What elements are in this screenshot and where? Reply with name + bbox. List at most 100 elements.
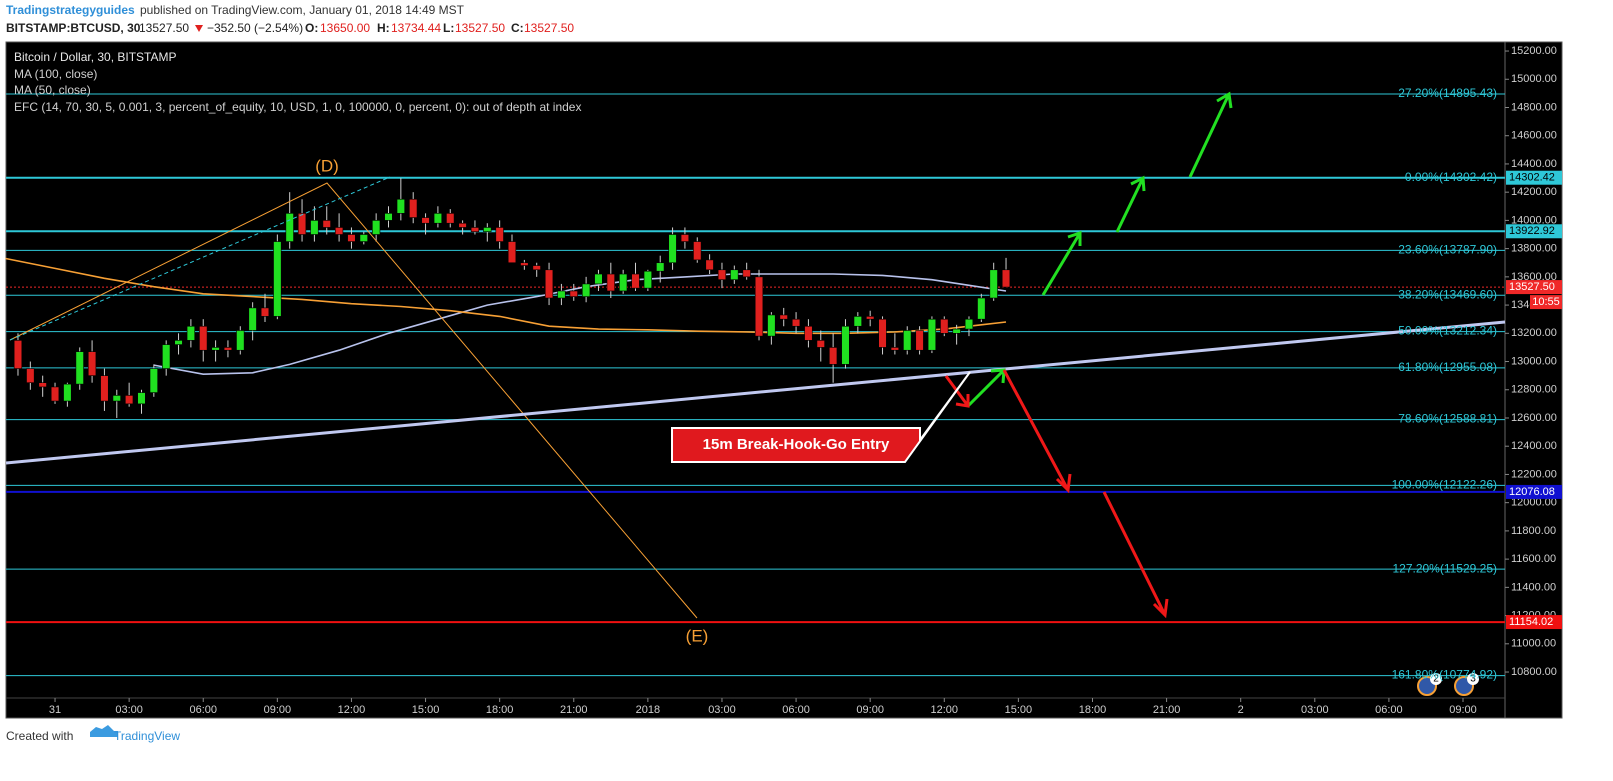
y-tick-label: 14800.00 [1511, 101, 1557, 113]
candle-body [619, 273, 628, 292]
candle-body [310, 220, 319, 235]
candle-body [137, 392, 146, 405]
chart-area [5, 41, 1563, 719]
fib-label: 38.20%(13469.60) [1398, 287, 1497, 301]
y-tick-label: 13600.00 [1511, 271, 1557, 283]
candle-body [260, 307, 270, 317]
legend: Bitcoin / Dollar, 30, BITSTAMP MA (100, … [14, 50, 581, 114]
candle-body [606, 273, 615, 292]
candle-body [174, 340, 183, 345]
candle-body [964, 318, 974, 330]
x-tick-label: 12:00 [338, 704, 366, 716]
fib-label: 61.80%(12955.08) [1398, 360, 1497, 374]
candle-body [347, 234, 356, 242]
candle-body [866, 316, 875, 320]
last-price: 13527.50 [139, 21, 189, 35]
x-tick-label: 15:00 [412, 704, 440, 716]
candle-body [87, 351, 97, 376]
price-badge [1506, 615, 1562, 630]
fib-label: 0.00%(14302.42) [1405, 170, 1497, 184]
candle-body [754, 276, 764, 337]
legend-entry: MA (100, close) [14, 67, 97, 81]
c-value: 13527.50 [524, 21, 574, 35]
countdown-badge [1530, 295, 1562, 310]
o-value: 13650.00 [320, 21, 370, 35]
ma-line [5, 257, 1007, 335]
candle-body [569, 290, 578, 297]
symbol: BITSTAMP:BTCUSD, 30 [6, 21, 141, 35]
candle-body [643, 270, 652, 289]
o-label: O: [305, 21, 318, 35]
candle-body [236, 330, 245, 351]
wave-e: (E) [686, 626, 709, 645]
price-badge [1506, 170, 1562, 185]
x-tick-label: 12:00 [931, 704, 959, 716]
candle-body [1001, 269, 1011, 288]
candle-body [890, 347, 900, 351]
fib-label: 50.00%(13212.34) [1398, 324, 1497, 338]
indicator-note: EFC (14, 70, 30, 5, 0.001, 3, percent_of… [14, 100, 581, 114]
candle-body [656, 262, 665, 272]
price-badge [1506, 484, 1562, 499]
candle-body [297, 213, 307, 235]
candle-body [520, 262, 529, 266]
candle-body [828, 347, 838, 365]
x-tick-label: 06:00 [189, 704, 217, 716]
candle-body [211, 347, 220, 351]
y-tick-label: 14200.00 [1511, 186, 1557, 198]
candle-body [483, 227, 492, 232]
candle-body [223, 347, 233, 351]
candle-body [903, 330, 912, 351]
fib-label: -27.20%(14895.43) [1394, 86, 1497, 100]
candle-body [100, 375, 109, 402]
pattern-line [9, 182, 698, 619]
y-tick-label: 15200.00 [1511, 45, 1557, 57]
x-tick-label: 18:00 [1079, 704, 1107, 716]
candle-body [13, 340, 23, 369]
y-tick-label: 14600.00 [1511, 130, 1557, 142]
price-badge-label: 13922.92 [1509, 225, 1555, 237]
candle-body [581, 283, 591, 297]
candle-body [631, 273, 640, 289]
arrow [1102, 491, 1169, 619]
candle-body [334, 227, 344, 235]
candle-body [359, 234, 368, 242]
x-tick-label: 2 [1238, 704, 1244, 716]
x-tick-label: 15:00 [1005, 704, 1033, 716]
y-tick-label: 11800.00 [1511, 525, 1556, 537]
candle-body [791, 318, 801, 327]
candle-body [915, 330, 924, 351]
candle-body [458, 222, 467, 228]
x-tick-label: 21:00 [560, 704, 588, 716]
fib-label: 23.60%(13787.90) [1398, 243, 1497, 257]
candle-body [952, 328, 961, 334]
candle-body [816, 340, 825, 348]
event-count-bg [1467, 673, 1479, 685]
candle-body [977, 297, 986, 320]
candle-body [668, 234, 677, 264]
y-tick-label: 12600.00 [1511, 412, 1557, 424]
l-value: 13527.50 [455, 21, 505, 35]
candle-body [372, 220, 381, 235]
author[interactable]: Tradingstrategyguides [6, 3, 135, 17]
x-tick-label: 18:00 [486, 704, 514, 716]
c-label: C: [511, 21, 524, 35]
candle-body [409, 198, 418, 218]
published: published on TradingView.com, January 01… [140, 3, 465, 17]
candle-body [693, 241, 702, 261]
arrow [1041, 230, 1082, 296]
y-tick-label: 12000.00 [1511, 497, 1557, 509]
brand[interactable]: TradingView [114, 729, 180, 743]
candle-body [75, 351, 84, 385]
h-value: 13734.44 [391, 21, 441, 35]
candle-body [112, 395, 121, 402]
candle-body [532, 265, 541, 271]
y-tick-label: 10800.00 [1511, 666, 1557, 678]
x-tick-label: 03:00 [115, 704, 143, 716]
candle-body [927, 318, 937, 351]
candle-body [507, 241, 517, 264]
y-tick-label: 12200.00 [1511, 468, 1557, 480]
y-tick-label: 13800.00 [1511, 243, 1557, 255]
candle-body [322, 220, 331, 228]
